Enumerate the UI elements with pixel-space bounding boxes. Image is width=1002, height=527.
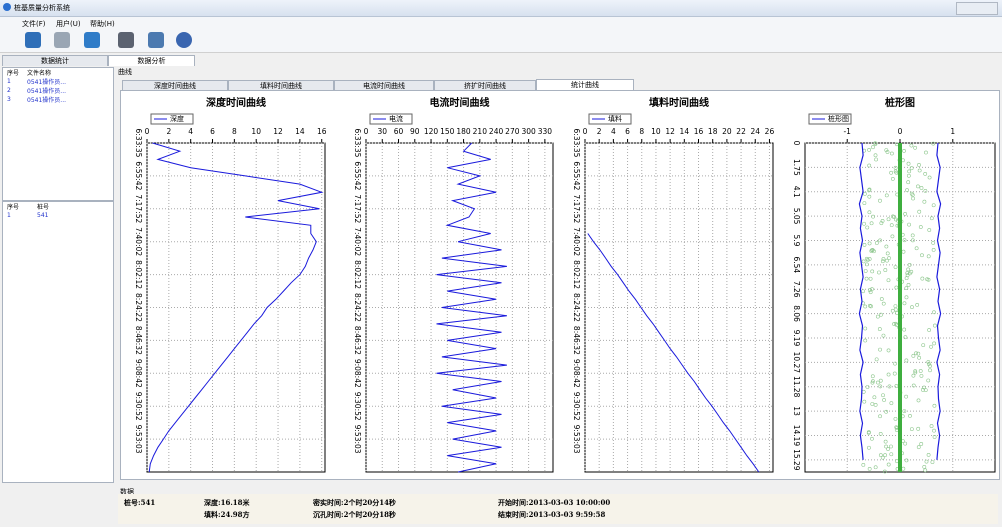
legend-label: 深度	[170, 114, 184, 123]
legend-label: 桩形图	[828, 114, 849, 123]
x-tick-label: 14	[295, 127, 305, 136]
y-tick-label: 9:08:42	[353, 359, 362, 388]
x-tick-label: 300	[521, 127, 536, 136]
y-tick-label: 8:02:12	[572, 260, 581, 289]
x-tick-label: 2	[166, 127, 171, 136]
chart-title: 填料时间曲线	[649, 96, 709, 109]
y-tick-label: 1.75	[792, 159, 801, 176]
x-tick-label: -1	[843, 127, 851, 136]
x-tick-label: 90	[410, 127, 420, 136]
y-tick-label: 8:02:12	[353, 260, 362, 289]
y-tick-label: 6:55:42	[572, 161, 581, 190]
y-tick-label: 8:24:22	[353, 293, 362, 322]
y-tick-label: 5.05	[792, 208, 801, 225]
y-tick-label: 7:40:02	[134, 227, 143, 256]
x-tick-label: 120	[424, 127, 439, 136]
y-tick-label: 10.27	[792, 352, 801, 374]
y-tick-label: 6:33:35	[572, 129, 581, 158]
y-tick-label: 7:17:52	[134, 194, 143, 223]
x-tick-label: 60	[394, 127, 404, 136]
x-tick-label: 150	[440, 127, 455, 136]
x-tick-label: 6	[625, 127, 630, 136]
y-tick-label: 6.54	[792, 257, 801, 274]
x-tick-label: 20	[722, 127, 732, 136]
x-tick-label: 4	[611, 127, 616, 136]
charts: 深度时间曲线02468101214166:33:356:55:427:17:52…	[0, 0, 1002, 527]
x-tick-label: 0	[364, 127, 369, 136]
x-tick-label: 0	[583, 127, 588, 136]
y-tick-label: 6:55:42	[134, 161, 143, 190]
y-tick-label: 7:17:52	[353, 194, 362, 223]
y-tick-label: 9:53:03	[572, 425, 581, 454]
y-tick-label: 9:30:52	[572, 392, 581, 421]
x-tick-label: 270	[505, 127, 520, 136]
x-tick-label: 12	[665, 127, 675, 136]
x-tick-label: 8	[232, 127, 237, 136]
y-tick-label: 14.19	[792, 425, 801, 447]
x-tick-label: 240	[489, 127, 504, 136]
x-tick-label: 14	[680, 127, 690, 136]
x-tick-label: 8	[639, 127, 644, 136]
x-tick-label: 16	[317, 127, 327, 136]
y-tick-label: 0	[792, 141, 801, 146]
y-tick-label: 9:53:03	[353, 425, 362, 454]
y-tick-label: 9:08:42	[134, 359, 143, 388]
legend-label: 填料	[608, 114, 622, 123]
x-tick-label: 26	[765, 127, 775, 136]
x-tick-label: 1	[950, 127, 955, 136]
y-tick-label: 5.9	[792, 235, 801, 247]
y-tick-label: 7:40:02	[353, 227, 362, 256]
y-tick-label: 15.29	[792, 449, 801, 471]
x-tick-label: 6	[210, 127, 215, 136]
legend-label: 电流	[389, 114, 403, 123]
y-tick-label: 6:33:35	[353, 129, 362, 158]
y-tick-label: 7:17:52	[572, 194, 581, 223]
chart-title: 电流时间曲线	[430, 96, 490, 109]
x-tick-label: 0	[145, 127, 150, 136]
x-tick-label: 180	[456, 127, 471, 136]
y-tick-label: 8:02:12	[134, 260, 143, 289]
y-tick-label: 6:55:42	[353, 161, 362, 190]
y-tick-label: 8:46:32	[572, 326, 581, 355]
x-tick-label: 210	[473, 127, 488, 136]
y-tick-label: 9:30:52	[134, 392, 143, 421]
x-tick-label: 18	[708, 127, 718, 136]
y-tick-label: 9.19	[792, 330, 801, 347]
x-tick-label: 30	[377, 127, 387, 136]
y-tick-label: 6:33:35	[134, 129, 143, 158]
x-tick-label: 22	[736, 127, 746, 136]
y-tick-label: 7.26	[792, 281, 801, 298]
y-tick-label: 13	[792, 406, 801, 416]
y-tick-label: 11.28	[792, 376, 801, 398]
x-tick-label: 24	[750, 127, 760, 136]
x-tick-label: 10	[251, 127, 261, 136]
y-tick-label: 4.1	[792, 186, 801, 198]
y-tick-label: 8:46:32	[134, 326, 143, 355]
y-tick-label: 9:53:03	[134, 425, 143, 454]
x-tick-label: 16	[694, 127, 704, 136]
y-tick-label: 7:40:02	[572, 227, 581, 256]
x-tick-label: 2	[597, 127, 602, 136]
y-tick-label: 8.06	[792, 305, 801, 322]
y-tick-label: 8:24:22	[134, 293, 143, 322]
chart-title: 桩形图	[885, 96, 915, 109]
x-tick-label: 0	[898, 127, 903, 136]
chart-title: 深度时间曲线	[206, 96, 266, 109]
y-tick-label: 9:30:52	[353, 392, 362, 421]
x-tick-label: 330	[538, 127, 553, 136]
x-tick-label: 12	[273, 127, 283, 136]
x-tick-label: 4	[188, 127, 193, 136]
y-tick-label: 8:46:32	[353, 326, 362, 355]
y-tick-label: 9:08:42	[572, 359, 581, 388]
y-tick-label: 8:24:22	[572, 293, 581, 322]
app-window: {"window": {"title": "桩基质量分析系统", "menu":…	[0, 0, 1002, 527]
plot-area	[147, 143, 325, 472]
x-tick-label: 10	[651, 127, 661, 136]
